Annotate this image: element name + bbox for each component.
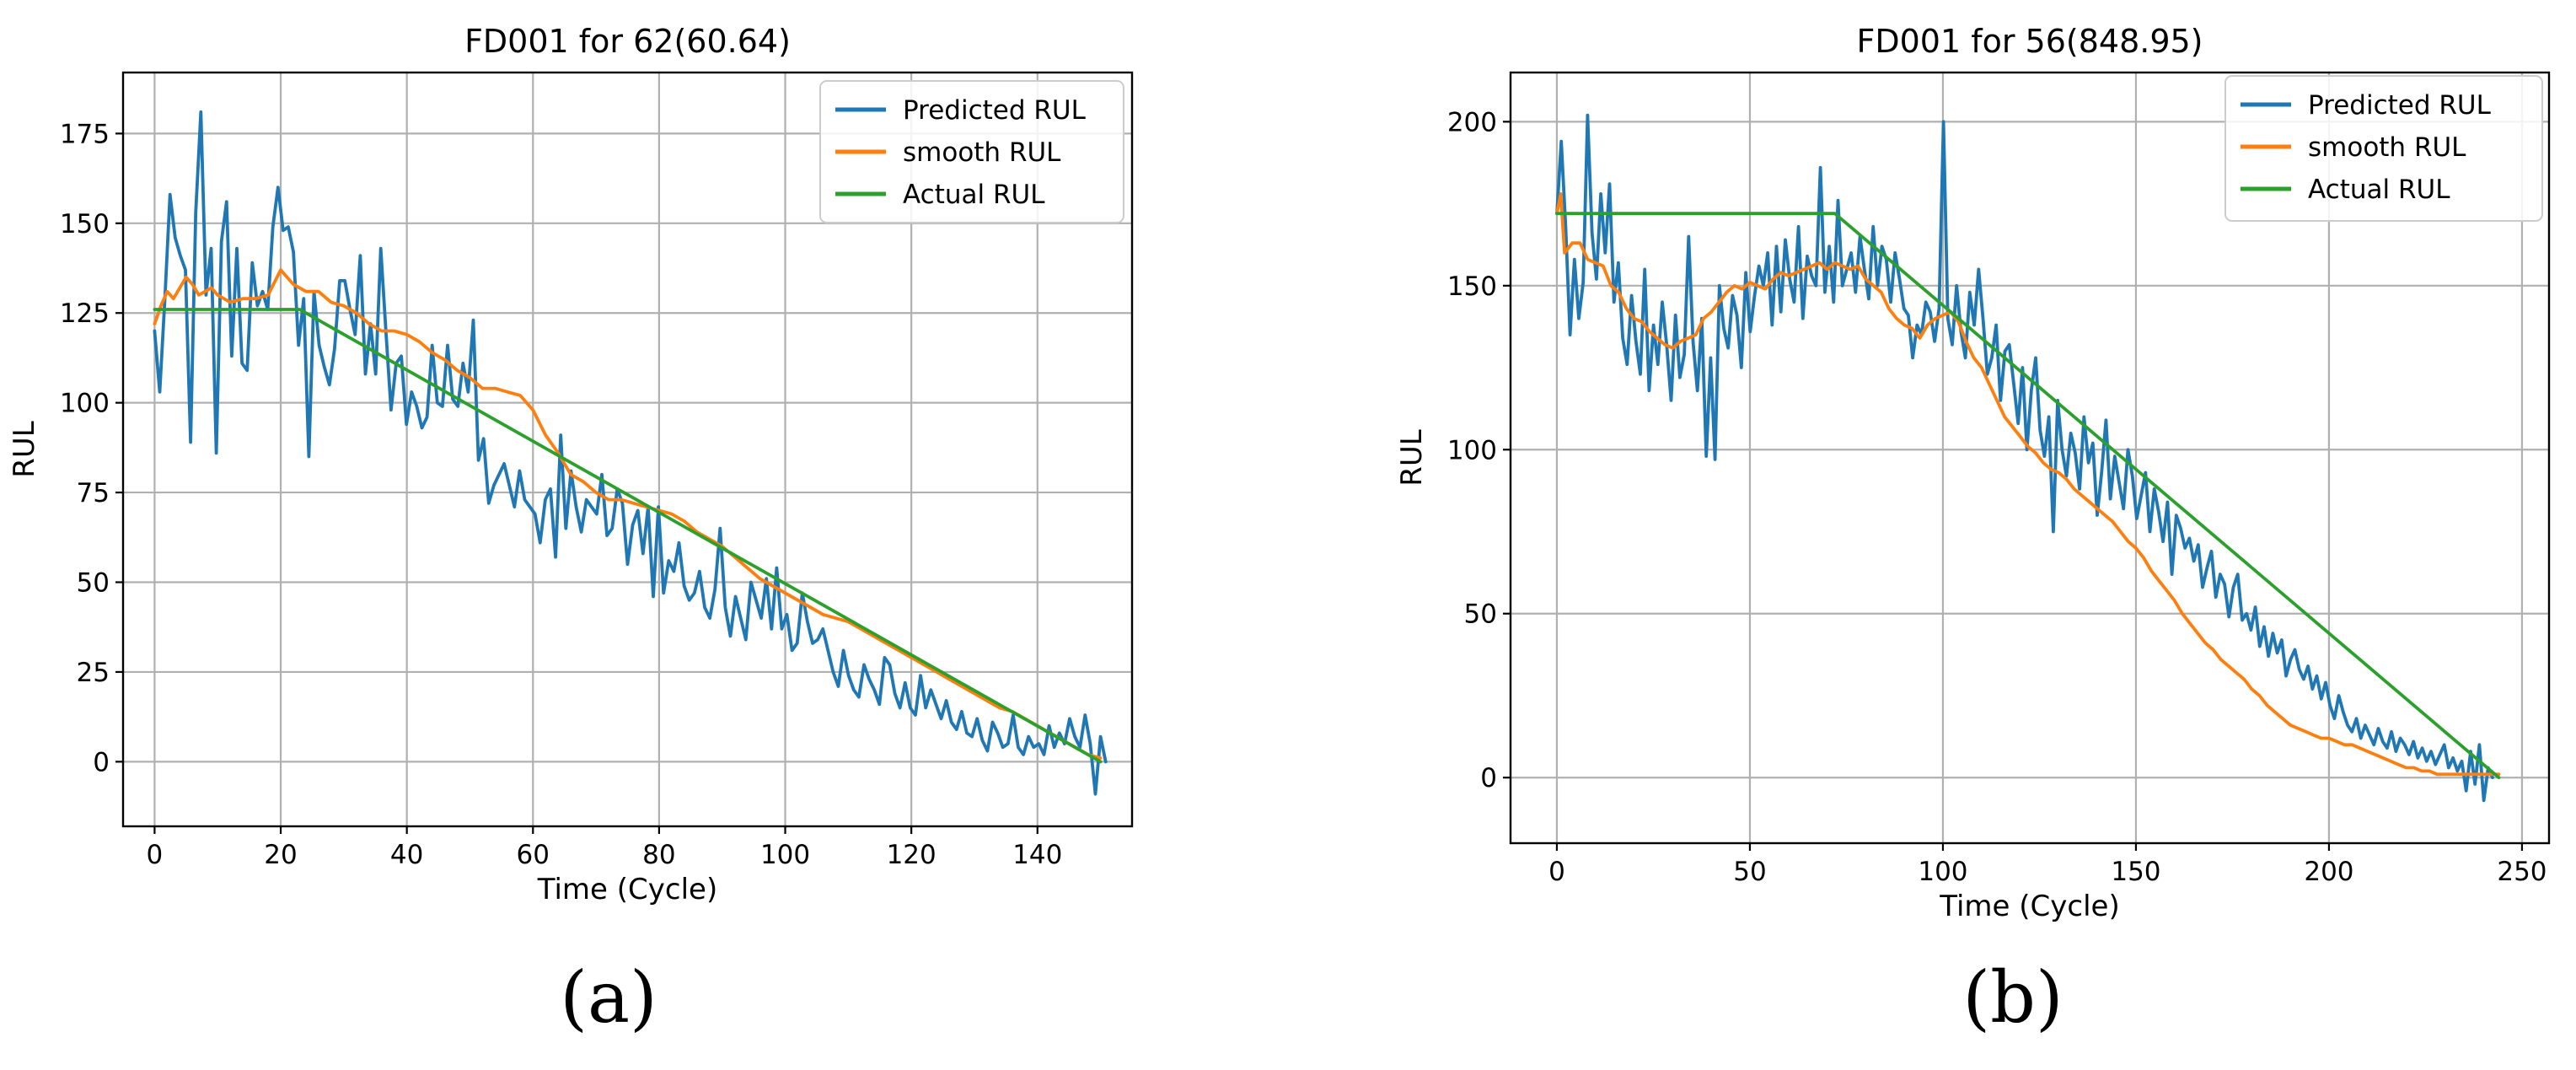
legend-label: Predicted RUL [2308, 90, 2492, 121]
x-axis-label: Time (Cycle) [1939, 890, 2119, 923]
panel-caption: (a) [560, 956, 657, 1039]
series-group [1555, 113, 2501, 803]
y-tick-label: 50 [1464, 600, 1497, 630]
legend-label: Actual RUL [2308, 175, 2450, 205]
legend-box [2224, 75, 2543, 222]
x-tick-label: 60 [517, 840, 550, 870]
x-tick-label: 100 [760, 840, 810, 870]
y-tick-label: 75 [77, 478, 110, 508]
legend-label: smooth RUL [2308, 132, 2466, 163]
x-tick-label: 40 [390, 840, 423, 870]
legend-label: Actual RUL [903, 180, 1045, 210]
x-tick-label: 0 [147, 840, 164, 870]
y-tick-label: 150 [1447, 272, 1497, 302]
y-tick-label: 150 [60, 209, 110, 239]
legend: Predicted RUL smooth RUL Actual RUL [819, 80, 1124, 223]
panel-caption: (b) [1962, 956, 2063, 1039]
y-tick-label: 200 [1447, 107, 1497, 137]
y-tick-label: 0 [93, 747, 110, 777]
y-axis-label: RUL [8, 421, 41, 478]
y-tick-label: 175 [60, 119, 110, 149]
series-actual-rul-line [1555, 212, 2501, 780]
x-tick-label: 80 [642, 840, 675, 870]
x-tick-label: 50 [1733, 857, 1766, 887]
x-tick-label: 150 [2111, 857, 2160, 887]
y-tick-label: 50 [77, 568, 110, 599]
x-tick-label: 250 [2497, 857, 2546, 887]
x-tick-label: 0 [1548, 857, 1565, 887]
chart-title: FD001 for 56(848.95) [1856, 23, 2203, 60]
x-tick-label: 200 [2304, 857, 2353, 887]
x-axis-label: Time (Cycle) [537, 873, 717, 906]
series-smooth-rul-line [153, 268, 1103, 760]
y-tick-label: 125 [60, 298, 110, 329]
y-tick-label: 100 [60, 389, 110, 419]
x-tick-label: 100 [1918, 857, 1967, 887]
chart-title: FD001 for 62(60.64) [464, 23, 791, 60]
x-tick-label: 20 [264, 840, 297, 870]
legend-label: Predicted RUL [903, 95, 1087, 126]
axes-frame [121, 71, 1134, 828]
y-tick-label: 0 [1480, 763, 1497, 793]
legend: Predicted RUL smooth RUL Actual RUL [2224, 75, 2543, 222]
axes-frame [1509, 71, 2551, 845]
x-tick-label: 120 [887, 840, 936, 870]
y-tick-label: 100 [1447, 435, 1497, 465]
x-tick-label: 140 [1012, 840, 1062, 870]
legend-box [819, 80, 1124, 223]
series-predicted-rul-line [153, 110, 1108, 796]
panel-a: 0 20 40 60 80 100 120 140 0 25 50 75 100 125 150 175 FD0… [8, 23, 1134, 1039]
y-tick-label: 25 [77, 658, 110, 688]
series-group [153, 110, 1108, 796]
series-smooth-rul-line [1555, 191, 2501, 777]
series-actual-rul-line [153, 308, 1103, 764]
legend-label: smooth RUL [903, 137, 1061, 168]
series-predicted-rul-line [1555, 113, 2494, 803]
panel-b: 0 50 100 150 200 250 0 50 100 150 200 FD001 for 56(… [1395, 23, 2551, 1039]
y-axis-label: RUL [1395, 429, 1429, 487]
